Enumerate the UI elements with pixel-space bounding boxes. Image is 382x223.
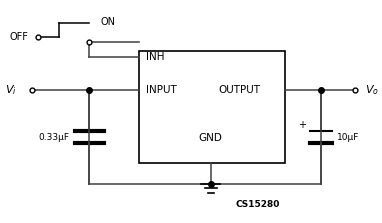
- Text: OUTPUT: OUTPUT: [219, 85, 261, 95]
- Text: $V_o$: $V_o$: [365, 83, 379, 97]
- Text: ON: ON: [101, 17, 116, 27]
- Text: INPUT: INPUT: [146, 85, 177, 95]
- Text: OFF: OFF: [10, 32, 28, 42]
- Text: CS15280: CS15280: [235, 200, 280, 209]
- Text: INH: INH: [146, 52, 165, 62]
- Text: 10μF: 10μF: [337, 133, 360, 142]
- Text: $V_i$: $V_i$: [5, 83, 16, 97]
- Text: +: +: [298, 120, 306, 130]
- Text: 0.33μF: 0.33μF: [38, 133, 69, 142]
- Bar: [139, 51, 285, 163]
- Text: GND: GND: [199, 133, 223, 143]
